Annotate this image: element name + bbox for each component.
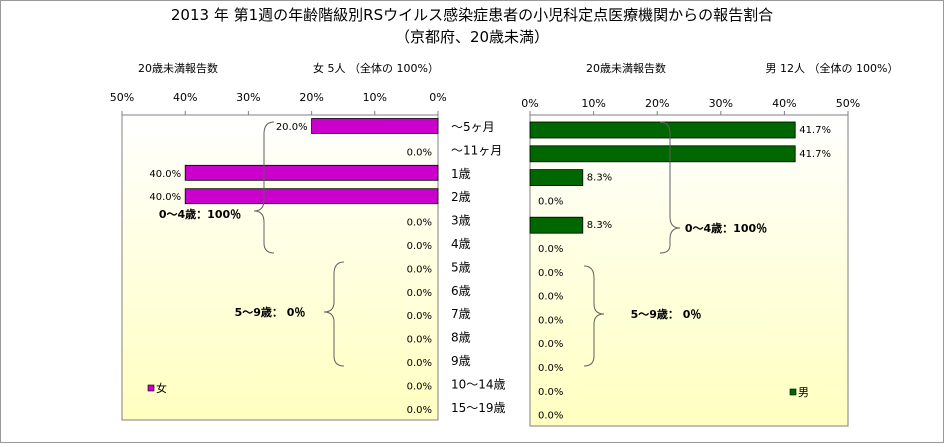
male-legend: 男 [789, 386, 809, 399]
male-value-label: 0.0% [538, 268, 563, 279]
female-plot-area [121, 114, 439, 421]
male-value-label: 0.0% [538, 292, 563, 303]
female-x-tick: 20% [299, 91, 323, 104]
age-category-label: 1歳 [451, 167, 471, 181]
male-x-tick: 40% [772, 97, 796, 110]
male-header-right: 男 12人 （全体の 100%） [766, 61, 899, 75]
male-x-tick: 10% [581, 97, 605, 110]
male-value-label: 0.0% [538, 411, 563, 422]
age-category-label: ～5ヶ月 [451, 120, 495, 134]
female-brackets [253, 121, 345, 367]
female-bracket-5-9 [323, 261, 345, 367]
female-value-label: 0.0% [407, 311, 432, 322]
age-category-label: 9歳 [451, 354, 471, 368]
male-header-left: 20歳未満報告数 [586, 62, 666, 75]
age-category-label: ～11ヶ月 [451, 143, 502, 157]
male-bracket-5-9 [583, 265, 605, 367]
female-header-right: 女 5人 （全体の 100%） [313, 61, 439, 75]
chart-subtitle: （京都府、20歳未満） [395, 28, 549, 46]
male-value-label: 41.7% [799, 149, 831, 160]
chart-title: 2013 年 第1週の年齢階級別RSウイルス感染症患者の小児科定点医療機関からの… [171, 6, 773, 24]
female-legend-swatch [147, 384, 155, 392]
female-value-label: 0.0% [407, 288, 432, 299]
male-value-label: 8.3% [587, 173, 612, 184]
female-value-label: 0.0% [407, 358, 432, 369]
female-value-label: 0.0% [407, 381, 432, 392]
male-legend-label: 男 [798, 386, 809, 399]
female-value-label: 0.0% [407, 335, 432, 346]
female-bracket-5-9-label: 5～9歳： 0％ [235, 305, 306, 319]
female-legend: 女 [147, 381, 167, 395]
age-category-label: 5歳 [451, 260, 471, 274]
female-value-label: 40.0% [149, 169, 181, 180]
female-x-tick: 0% [429, 91, 446, 104]
male-legend-swatch [789, 388, 797, 396]
female-legend-label: 女 [156, 381, 167, 395]
male-bracket-0-4 [659, 121, 681, 254]
female-x-tick: 30% [236, 91, 260, 104]
female-value-label: 20.0% [276, 122, 308, 133]
age-category-label: 15～19歳 [451, 401, 506, 415]
female-value-label: 0.0% [407, 264, 432, 275]
male-bar [529, 121, 796, 139]
age-category-label: 7歳 [451, 307, 471, 321]
male-value-label: 0.0% [538, 363, 563, 374]
male-x-tick: 20% [645, 97, 669, 110]
female-value-label: 40.0% [149, 192, 181, 203]
female-bar [311, 118, 439, 134]
female-x-tick: 10% [363, 91, 387, 104]
female-bar [184, 164, 439, 181]
male-x-tick: 50% [836, 97, 860, 110]
male-value-label: 0.0% [538, 244, 563, 255]
male-value-label: 0.0% [538, 315, 563, 326]
female-value-label: 0.0% [407, 241, 432, 252]
age-category-label: 6歳 [451, 284, 471, 298]
female-value-label: 0.0% [407, 405, 432, 416]
male-bar [529, 216, 584, 234]
female-bracket-0-4-label: 0～4歳：100％ [159, 207, 241, 221]
male-x-tick: 0% [521, 97, 538, 110]
male-bar [529, 169, 584, 187]
female-bar [184, 188, 439, 205]
male-x-tick: 30% [709, 97, 733, 110]
female-x-tick: 40% [173, 91, 197, 104]
male-bar [529, 145, 796, 163]
male-bars: 41.7% 41.7% 8.3% 0.0% 8.3% 0.0% 0.0% 0.0% 0.0% 0.… [529, 121, 831, 422]
male-brackets [583, 121, 681, 367]
female-bracket-0-4 [253, 121, 275, 254]
female-bars: 20.0% 0.0% 40.0% 40.0% 0.0% 0.0% 0.0% 0.0% 0.0% 0… [149, 118, 439, 416]
male-value-label: 41.7% [799, 125, 831, 136]
age-category-label: 3歳 [451, 214, 471, 228]
male-x-ticks: 0% 10% 20% 30% 40% 50% [521, 97, 860, 115]
female-header-left: 20歳未満報告数 [138, 62, 218, 75]
male-value-label: 0.0% [538, 196, 563, 207]
male-bracket-0-4-label: 0～4歳：100％ [685, 221, 767, 235]
age-categories: ～5ヶ月 ～11ヶ月 1歳 2歳 3歳 4歳 5歳 6歳 7歳 8歳 9歳 10～14歳 15～19歳 [451, 120, 506, 415]
age-category-label: 4歳 [451, 237, 471, 251]
age-category-label: 10～14歳 [451, 377, 506, 391]
male-value-label: 0.0% [538, 387, 563, 398]
age-category-label: 2歳 [451, 190, 471, 204]
female-x-tick: 50% [110, 91, 134, 104]
age-category-label: 8歳 [451, 331, 471, 345]
female-x-ticks: 50% 40% 30% 20% 10% 0% [110, 91, 447, 115]
male-value-label: 0.0% [538, 339, 563, 350]
male-bracket-5-9-label: 5～9歳： 0％ [631, 307, 702, 321]
male-value-label: 8.3% [587, 220, 612, 231]
male-plot-area [529, 114, 849, 427]
female-value-label: 0.0% [407, 147, 432, 158]
female-value-label: 0.0% [407, 218, 432, 229]
